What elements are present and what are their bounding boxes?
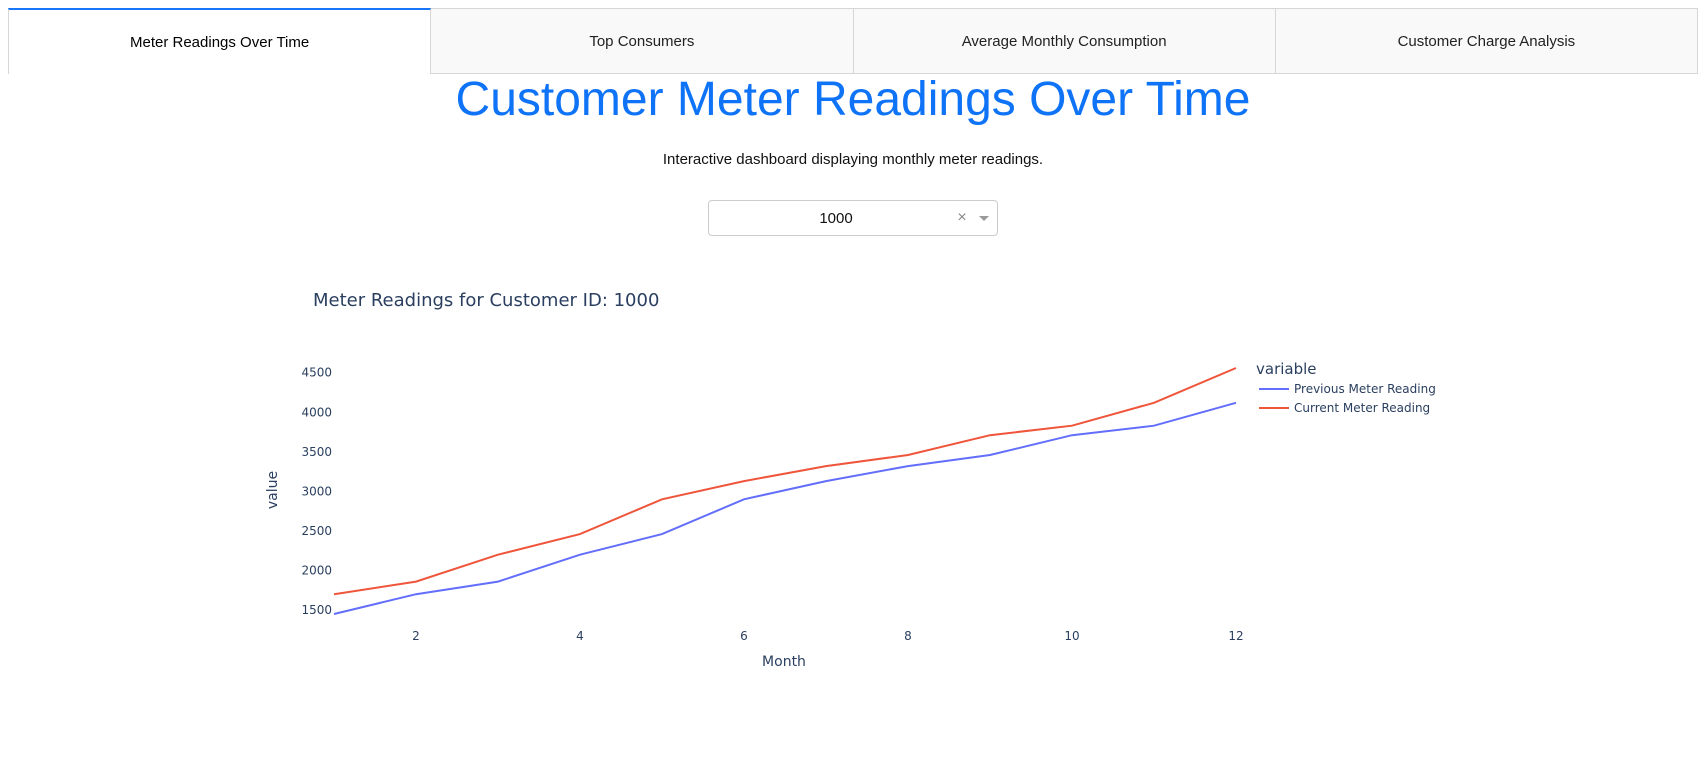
- legend-item-label[interactable]: Current Meter Reading: [1294, 401, 1430, 415]
- page-title: Customer Meter Readings Over Time: [455, 73, 1251, 126]
- dropdown-selected-value: 1000: [819, 209, 853, 227]
- tab-top-consumers[interactable]: Top Consumers: [431, 8, 854, 74]
- tab-average-monthly-consumption[interactable]: Average Monthly Consumption: [853, 8, 1276, 74]
- y-tick-label: 2500: [301, 524, 332, 538]
- x-tick-label: 12: [1228, 629, 1243, 643]
- x-tick-label: 2: [412, 629, 420, 643]
- x-axis-ticks: 2 4 6 8 10 12: [412, 629, 1243, 643]
- series-line-current: [333, 367, 1237, 596]
- tab-bar: Meter Readings Over Time Top Consumers A…: [8, 8, 1698, 74]
- series-line-previous: [333, 401, 1237, 615]
- y-tick-label: 2000: [301, 563, 332, 577]
- legend-title: variable: [1256, 360, 1317, 378]
- page-subtitle: Interactive dashboard displaying monthly…: [662, 151, 1044, 168]
- x-tick-label: 6: [740, 629, 748, 643]
- y-tick-label: 4500: [301, 366, 332, 380]
- y-axis-ticks: 1500 2000 2500 3000 3500 4000 4500: [301, 366, 332, 617]
- y-tick-label: 3000: [301, 484, 332, 498]
- x-tick-label: 8: [904, 629, 912, 643]
- chevron-down-icon[interactable]: [971, 215, 997, 221]
- legend: variable Previous Meter Reading Current M…: [1256, 360, 1436, 415]
- chart-title: Meter Readings for Customer ID: 1000: [313, 290, 659, 311]
- x-axis-label: Month: [762, 654, 806, 670]
- y-tick-label: 3500: [301, 445, 332, 459]
- y-tick-label: 1500: [301, 603, 332, 617]
- y-tick-label: 4000: [301, 405, 332, 419]
- x-tick-label: 4: [576, 629, 584, 643]
- legend-item-label[interactable]: Previous Meter Reading: [1294, 382, 1436, 396]
- customer-id-dropdown[interactable]: 1000 ×: [708, 200, 998, 236]
- y-axis-label: value: [265, 471, 281, 509]
- x-tick-label: 10: [1064, 629, 1079, 643]
- tab-customer-charge-analysis[interactable]: Customer Charge Analysis: [1275, 8, 1698, 74]
- clear-icon[interactable]: ×: [957, 209, 967, 226]
- tab-meter-readings[interactable]: Meter Readings Over Time: [8, 8, 432, 74]
- series-lines: [333, 367, 1237, 615]
